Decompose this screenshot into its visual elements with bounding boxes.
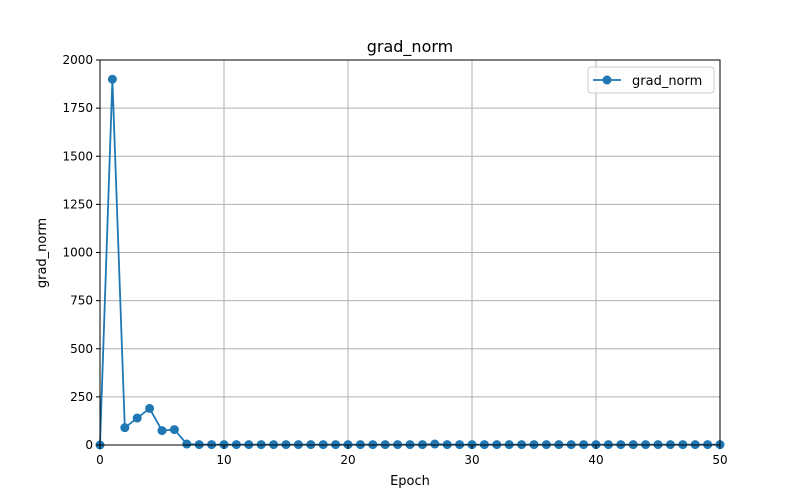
x-tick-label-5: 50	[712, 453, 727, 467]
axes	[96, 59, 721, 449]
y-tick-label-8: 2000	[62, 53, 93, 67]
tick-labels: 0 10 20 30 40 5002505007501000125015001750200…	[62, 53, 727, 467]
x-tick-label-4: 40	[588, 453, 603, 467]
y-axis-label: grad_norm	[35, 218, 50, 288]
legend-box	[587, 66, 715, 94]
y-tick-label-6: 1500	[62, 149, 93, 163]
data-point-4	[145, 403, 155, 413]
legend: grad_norm	[587, 66, 715, 94]
y-tick-label-5: 1250	[62, 197, 93, 211]
x-tick-label-2: 20	[340, 453, 355, 467]
y-tick-label-0: 0	[85, 438, 93, 452]
x-axis-label: Epoch	[390, 474, 430, 489]
data-point-6	[169, 425, 179, 435]
legend-label: grad_norm	[632, 74, 702, 89]
y-tick-label-3: 750	[70, 294, 93, 308]
data-point-27	[430, 439, 440, 449]
y-tick-label-7: 1750	[62, 101, 93, 115]
data-point-5	[157, 426, 167, 436]
data-point-3	[132, 413, 142, 423]
y-tick-label-4: 1000	[62, 246, 93, 260]
x-tick-label-0: 0	[96, 453, 104, 467]
data-point-2	[120, 423, 130, 433]
data-point-7	[182, 439, 192, 449]
x-tick-label-1: 10	[216, 453, 231, 467]
y-tick-label-2: 500	[70, 342, 93, 356]
chart-title: grad_norm	[367, 37, 454, 57]
x-tick-label-3: 30	[464, 453, 479, 467]
y-tick-label-1: 250	[70, 390, 93, 404]
data-point-1	[107, 74, 117, 84]
legend-marker	[602, 75, 612, 85]
